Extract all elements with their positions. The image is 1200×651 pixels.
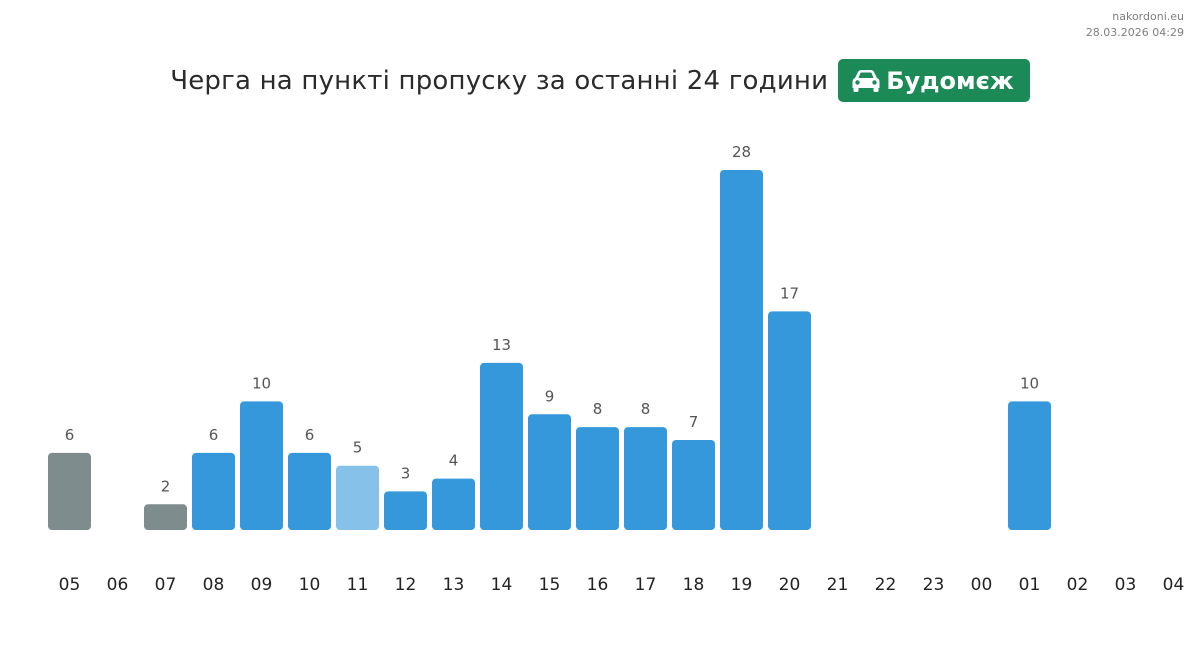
source-timestamp: 28.03.2026 04:29	[1085, 26, 1184, 39]
x-tick-label-08: 08	[203, 575, 225, 595]
bar-value-label-13: 4	[449, 452, 459, 470]
bar-07	[144, 504, 187, 530]
bar-value-label-12: 3	[401, 464, 411, 482]
bar-value-label-19: 28	[732, 143, 751, 161]
x-tick-label-09: 09	[251, 575, 273, 595]
x-tick-label-06: 06	[107, 575, 129, 595]
bar-value-label-11: 5	[353, 439, 363, 457]
bar-19	[720, 170, 763, 530]
bar-value-label-18: 7	[689, 413, 699, 431]
x-tick-label-14: 14	[491, 575, 513, 595]
bar-value-label-08: 6	[209, 426, 219, 444]
bar-09	[240, 401, 283, 530]
bar-08	[192, 452, 235, 530]
bar-value-label-10: 6	[305, 426, 315, 444]
bar-16	[576, 427, 619, 530]
x-tick-label-17: 17	[635, 575, 657, 595]
x-tick-label-15: 15	[539, 575, 561, 595]
x-tick-label-04: 04	[1163, 575, 1185, 595]
source-site: nakordoni.eu	[1112, 10, 1184, 23]
x-tick-label-16: 16	[587, 575, 609, 595]
checkpoint-badge: Будомєж	[838, 59, 1030, 102]
x-tick-label-20: 20	[779, 575, 801, 595]
chart-title: Черга на пункті пропуску за останні 24 г…	[170, 65, 829, 96]
bar-15	[528, 414, 571, 530]
checkpoint-name: Будомєж	[886, 66, 1014, 95]
x-tick-label-10: 10	[299, 575, 321, 595]
bar-17	[624, 427, 667, 530]
x-tick-label-21: 21	[827, 575, 849, 595]
x-tick-label-07: 07	[155, 575, 177, 595]
bar-14	[480, 362, 523, 530]
bar-value-label-16: 8	[593, 400, 603, 418]
bar-value-label-17: 8	[641, 400, 651, 418]
x-tick-label-01: 01	[1019, 575, 1041, 595]
bar-10	[288, 452, 331, 530]
bar-18	[672, 440, 715, 530]
x-tick-label-02: 02	[1067, 575, 1089, 595]
x-tick-label-00: 00	[971, 575, 993, 595]
bar-12	[384, 491, 427, 530]
bar-05	[48, 452, 91, 530]
x-tick-label-05: 05	[59, 575, 81, 595]
bar-11	[336, 465, 379, 530]
x-tick-label-19: 19	[731, 575, 753, 595]
source-info: nakordoni.eu 28.03.2026 04:29	[1086, 9, 1184, 41]
x-tick-label-18: 18	[683, 575, 705, 595]
bar-value-label-05: 6	[65, 426, 75, 444]
bar-value-label-15: 9	[545, 387, 555, 405]
bar-value-label-20: 17	[780, 284, 799, 302]
x-tick-label-23: 23	[923, 575, 945, 595]
bar-value-label-07: 2	[161, 477, 171, 495]
bar-value-label-09: 10	[252, 374, 271, 392]
car-icon	[852, 69, 880, 93]
x-tick-label-22: 22	[875, 575, 897, 595]
x-tick-label-03: 03	[1115, 575, 1137, 595]
bar-01	[1008, 401, 1051, 530]
chart-header: Черга на пункті пропуску за останні 24 г…	[0, 59, 1200, 102]
bar-value-label-14: 13	[492, 336, 511, 354]
x-tick-label-13: 13	[443, 575, 465, 595]
bar-20	[768, 311, 811, 530]
x-tick-label-11: 11	[347, 575, 369, 595]
bar-13	[432, 478, 475, 530]
x-tick-label-12: 12	[395, 575, 417, 595]
bar-value-label-01: 10	[1020, 374, 1039, 392]
